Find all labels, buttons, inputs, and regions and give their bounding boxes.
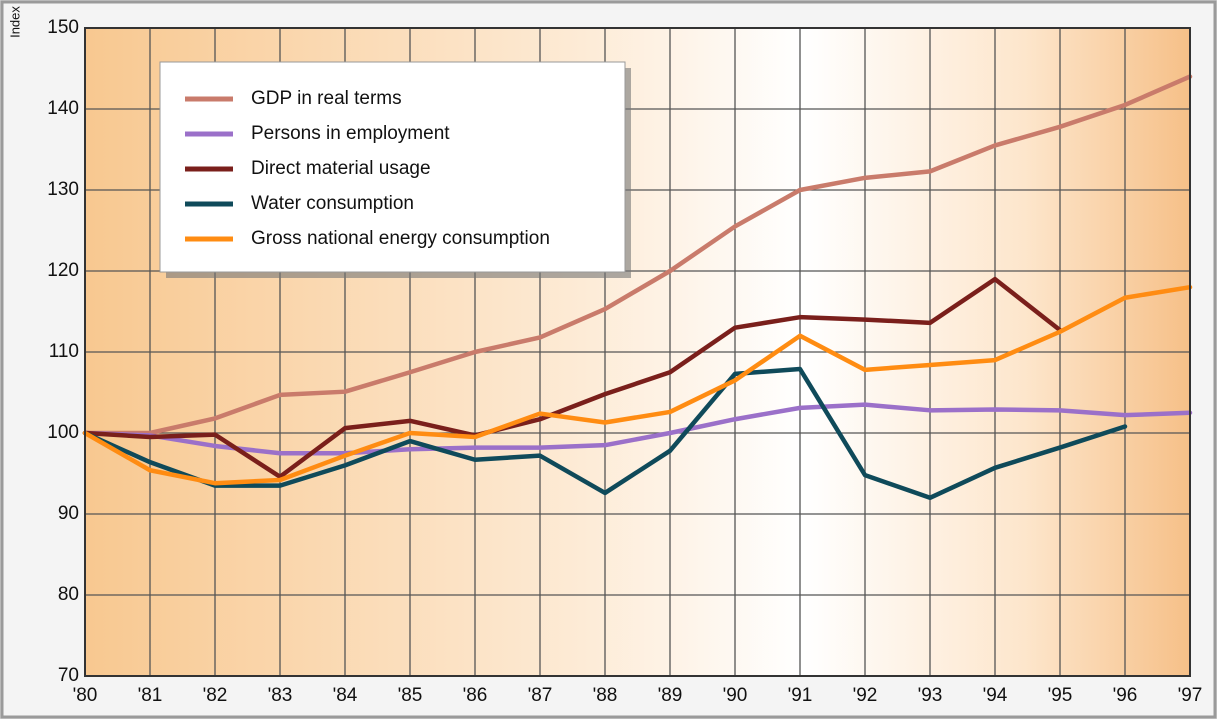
x-tick-label: '87 [528, 685, 553, 706]
series-line [82, 402, 1193, 456]
x-tick-label: '86 [463, 685, 488, 706]
series-line [82, 276, 1063, 479]
x-tick-label: '85 [398, 685, 423, 706]
x-tick-label: '89 [658, 685, 683, 706]
series-line [82, 74, 1193, 436]
series-line [82, 284, 1193, 486]
x-tick-label: '96 [1113, 685, 1138, 706]
legend: GDP in real terms Persons in employment Di… [159, 61, 631, 278]
legend-label: Gross national energy consumption [251, 228, 550, 249]
y-tick-label: 150 [47, 17, 79, 38]
y-tick-label: 80 [58, 584, 79, 605]
lines [82, 74, 1193, 501]
y-tick-label: 130 [47, 179, 79, 200]
x-tick-label: '91 [788, 685, 813, 706]
x-tick-label: '88 [593, 685, 618, 706]
y-tick-label: 100 [47, 422, 79, 443]
legend-label: Water consumption [251, 193, 414, 214]
y-tick-label: 70 [58, 665, 79, 686]
legend-label: GDP in real terms [251, 88, 402, 109]
y-axis-label: Index [7, 6, 22, 38]
series-line [82, 366, 1128, 501]
x-tick-label: '83 [268, 685, 293, 706]
x-tick-label: '92 [853, 685, 878, 706]
legend-box [159, 61, 626, 273]
y-tick-label: 140 [47, 98, 79, 119]
x-tick-label: '94 [983, 685, 1008, 706]
x-tick-label: '95 [1048, 685, 1073, 706]
y-tick-label: 90 [58, 503, 79, 524]
y-tick-label: 110 [49, 341, 79, 362]
x-tick-label: '81 [138, 685, 163, 706]
y-tick-label: 120 [47, 260, 79, 281]
x-tick-label: '93 [918, 685, 943, 706]
plot-border [84, 27, 1191, 677]
x-tick-label: '97 [1178, 685, 1203, 706]
legend-label: Persons in employment [251, 123, 450, 144]
x-tick-label: '82 [203, 685, 228, 706]
x-tick-label: '90 [723, 685, 748, 706]
x-tick-label: '84 [333, 685, 358, 706]
legend-label: Direct material usage [251, 158, 431, 179]
x-tick-label: '80 [73, 685, 98, 706]
